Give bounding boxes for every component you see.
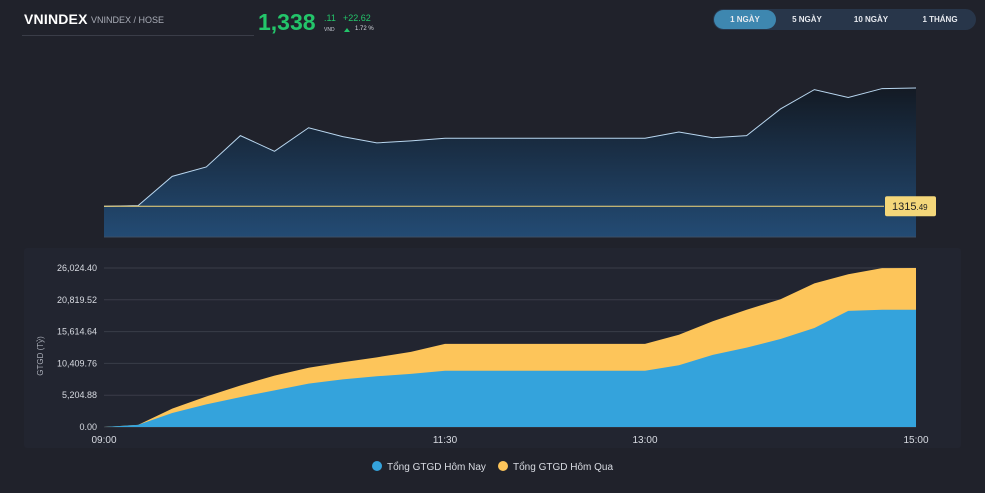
index-subtitle: VNINDEX / HOSE — [91, 15, 165, 25]
chart-header: VNINDEX VNINDEX / HOSE 1,338 .11 VND +22… — [0, 0, 985, 40]
x-tick-label: 09:00 — [91, 435, 116, 446]
x-tick-label: 11:30 — [433, 435, 458, 446]
today-area — [104, 309, 916, 427]
legend-today-marker — [372, 461, 382, 471]
title-divider — [22, 35, 254, 36]
index-title: VNINDEX — [24, 11, 88, 27]
index-price: 1,338 — [258, 9, 316, 35]
tab-1-month[interactable]: 1 THÁNG — [922, 15, 958, 24]
y-tick-label: 5,204.88 — [62, 390, 97, 400]
range-tabs: 1 NGÀY 5 NGÀY 10 NGÀY 1 THÁNG — [713, 9, 976, 30]
y-tick-label: 26,024.40 — [57, 263, 97, 273]
price-unit: VND — [324, 27, 335, 33]
tab-5-days[interactable]: 5 NGÀY — [792, 15, 822, 24]
reference-label-box — [885, 196, 936, 217]
legend-today[interactable]: Tổng GTGD Hôm Nay — [372, 461, 486, 473]
y-axis-label: GTGD (Tỷ) — [36, 336, 45, 376]
y-tick-label: 10,409.76 — [57, 358, 97, 368]
tab-10-days[interactable]: 10 NGÀY — [853, 15, 889, 24]
legend-yesterday-marker — [498, 461, 508, 471]
legend-yesterday[interactable]: Tổng GTGD Hôm Qua — [498, 461, 613, 473]
index-line — [103, 87, 917, 207]
reference-label: 1315.49 — [892, 201, 928, 213]
index-area — [104, 88, 916, 237]
legend-yesterday-label: Tổng GTGD Hôm Qua — [513, 462, 614, 473]
x-tick-label: 15:00 — [903, 435, 928, 446]
y-tick-label: 15,614.64 — [57, 327, 97, 337]
index-change-percent: 1.72 % — [355, 26, 374, 32]
y-tick-label: 20,819.52 — [57, 295, 97, 305]
y-tick-label: 0.00 — [79, 422, 97, 432]
up-arrow-icon — [344, 28, 350, 32]
index-price-decimal: .11 — [324, 13, 336, 23]
x-tick-label: 13:00 — [632, 435, 657, 446]
tab-1-day[interactable]: 1 NGÀY — [714, 10, 776, 29]
legend-today-label: Tổng GTGD Hôm Nay — [387, 462, 486, 473]
index-change: +22.62 — [343, 13, 371, 23]
